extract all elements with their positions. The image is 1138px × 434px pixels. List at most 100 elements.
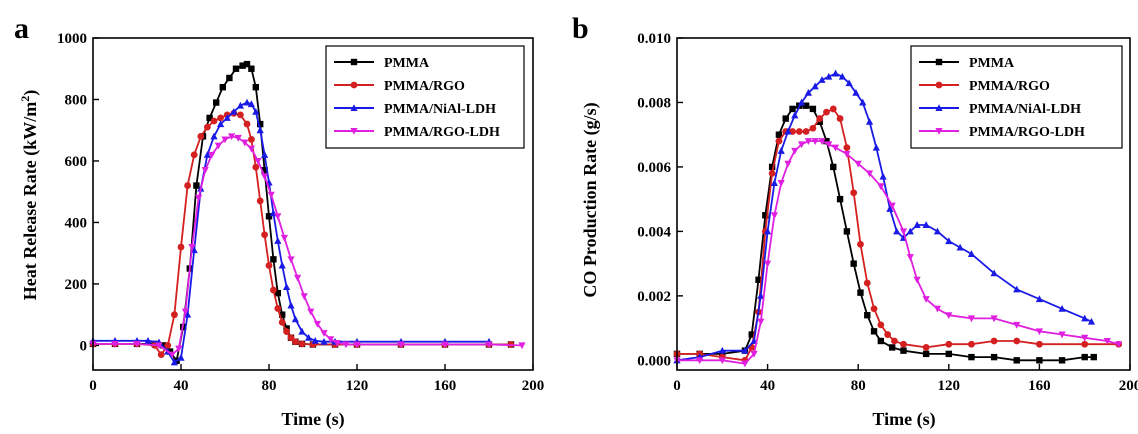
data-point-pmma-rgo-ldh-a — [267, 191, 275, 199]
data-point-pmma-b — [922, 350, 930, 358]
legend-item-pmma-nial-ldh-b: PMMA/NiAl-LDH — [919, 102, 1081, 117]
data-point-pmma-rgo-b — [795, 128, 803, 135]
data-point-pmma-b — [843, 228, 851, 235]
data-point-pmma-rgo-b — [816, 115, 824, 122]
data-point-pmma-rgo-b — [1013, 337, 1021, 345]
data-point-pmma-rgo-ldh-a — [201, 167, 209, 174]
data-point-pmma-nial-ldh-a — [287, 301, 295, 309]
data-point-pmma-rgo-b — [843, 144, 851, 151]
legend-label-pmma-b: PMMA — [969, 56, 1015, 71]
series-line-pmma-nial-ldh-b — [676, 72, 1092, 362]
data-point-pmma-rgo-ldh-b — [777, 180, 785, 187]
series-pmma-b — [673, 102, 1097, 364]
data-point-pmma-b — [1081, 353, 1088, 361]
x-tick-label-b-1: 40 — [760, 378, 775, 394]
data-point-pmma-rgo-b — [900, 340, 907, 348]
data-point-pmma-b — [870, 328, 878, 335]
legend-a: PMMA PMMA/RGO PMMA/NiAl-LDH PMMA/RGO-LDH — [325, 45, 525, 149]
series-pmma-nial-ldh-a — [89, 98, 493, 366]
legend-marker-pmma-b — [935, 58, 943, 66]
series-line-pmma-rgo-a — [93, 112, 511, 356]
legend-b: PMMA PMMA/RGO PMMA/NiAl-LDH PMMA/RGO-LDH — [910, 45, 1123, 149]
data-point-pmma-rgo-ldh-b — [933, 305, 942, 313]
data-point-pmma-b — [850, 260, 857, 267]
data-point-pmma-rgo-a — [237, 111, 244, 119]
data-point-pmma-rgo-ldh-b — [770, 212, 778, 220]
data-point-pmma-a — [252, 83, 259, 91]
chart-panel-a: a Heat Release Rate (kW/m2) Time (s) 0 40… — [14, 12, 544, 430]
data-point-pmma-a — [219, 83, 226, 91]
legend-label-pmma-a: PMMA — [384, 56, 430, 71]
x-tick-label-b-0: 0 — [673, 378, 681, 394]
data-point-pmma-rgo-ldh-b — [784, 160, 792, 168]
y-tick-label-a-1: 200 — [65, 277, 88, 293]
data-point-pmma-rgo-ldh-a — [261, 173, 269, 181]
data-point-pmma-nial-ldh-b — [777, 147, 785, 154]
data-point-pmma-b — [877, 337, 885, 345]
data-point-pmma-nial-ldh-b — [933, 227, 942, 235]
data-point-pmma-rgo-a — [248, 136, 255, 143]
data-point-pmma-nial-ldh-b — [879, 172, 887, 180]
y-tick-label-a-2: 400 — [65, 215, 88, 231]
y-tick-label-b-3: 0.006 — [637, 160, 671, 176]
data-point-pmma-rgo-b — [990, 337, 998, 345]
data-point-pmma-rgo-a — [197, 132, 205, 140]
legend-item-pmma-rgo-ldh-a: PMMA/RGO-LDH — [334, 125, 500, 140]
data-point-pmma-a — [213, 99, 220, 106]
plot-frame-a — [92, 37, 534, 371]
x-tick-label-b-5: 200 — [1119, 378, 1138, 394]
series-lines-b — [673, 69, 1123, 368]
x-tick-label-a-2: 80 — [262, 378, 277, 394]
chart-panel-b: b CO Production Rate (g/s) Time (s) 0 40 8… — [572, 12, 1138, 430]
plot-frame-b — [676, 37, 1131, 371]
y-tick-label-a-4: 800 — [65, 92, 88, 108]
data-point-pmma-rgo-b — [775, 137, 783, 145]
legend-label-pmma-rgo-ldh-a: PMMA/RGO-LDH — [384, 125, 500, 140]
data-point-pmma-rgo-a — [184, 182, 191, 189]
x-axis-title-a: Time (s) — [281, 409, 344, 430]
data-point-pmma-rgo-ldh-a — [300, 293, 308, 301]
data-point-pmma-b — [789, 105, 796, 113]
data-point-pmma-rgo-b — [863, 279, 871, 287]
data-point-pmma-rgo-b — [877, 321, 885, 329]
x-tick-label-a-3: 120 — [346, 378, 369, 394]
series-pmma-rgo-ldh-b — [673, 138, 1123, 368]
data-point-pmma-rgo-a — [298, 340, 306, 348]
data-point-pmma-rgo-b — [829, 105, 837, 113]
data-point-pmma-rgo-b — [768, 169, 776, 177]
data-point-pmma-b — [830, 163, 837, 171]
series-lines-a — [89, 60, 526, 366]
data-point-pmma-rgo-ldh-b — [757, 318, 765, 326]
data-point-pmma-nial-ldh-a — [256, 126, 264, 134]
data-point-pmma-rgo-ldh-b — [831, 144, 840, 152]
data-point-pmma-nial-ldh-a — [278, 261, 286, 269]
y-tick-label-a-3: 600 — [65, 154, 88, 170]
data-point-pmma-rgo-ldh-b — [906, 254, 914, 261]
data-point-pmma-rgo-b — [870, 305, 878, 313]
data-point-pmma-rgo-ldh-a — [307, 308, 315, 316]
data-point-pmma-nial-ldh-a — [274, 237, 282, 244]
data-point-pmma-b — [1036, 357, 1043, 364]
data-point-pmma-rgo-a — [210, 117, 218, 125]
legend-label-pmma-rgo-a: PMMA/RGO — [384, 79, 465, 94]
y-axis-title-b: CO Production Rate (g/s) — [580, 102, 601, 297]
legend-item-pmma-rgo-ldh-b: PMMA/RGO-LDH — [919, 125, 1085, 140]
legend-marker-pmma-rgo-a — [350, 81, 358, 89]
series-line-pmma-rgo-ldh-b — [677, 140, 1119, 365]
data-point-pmma-b — [1058, 357, 1066, 364]
data-point-pmma-a — [232, 65, 240, 72]
legend-item-pmma-rgo-a: PMMA/RGO — [334, 79, 465, 94]
data-point-pmma-b — [900, 347, 907, 354]
data-point-pmma-rgo-b — [836, 115, 844, 122]
data-point-pmma-rgo-a — [270, 286, 277, 294]
legend-item-pmma-b: PMMA — [919, 56, 1015, 71]
data-point-pmma-rgo-a — [274, 305, 282, 312]
series-pmma-rgo-ldh-a — [89, 133, 526, 359]
y-tick-label-b-0: 0.000 — [637, 353, 671, 369]
data-point-pmma-rgo-b — [850, 189, 858, 197]
data-point-pmma-rgo-a — [283, 328, 290, 335]
data-point-pmma-b — [782, 115, 789, 122]
data-point-pmma-rgo-b — [891, 337, 898, 345]
data-point-pmma-rgo-a — [292, 338, 299, 346]
